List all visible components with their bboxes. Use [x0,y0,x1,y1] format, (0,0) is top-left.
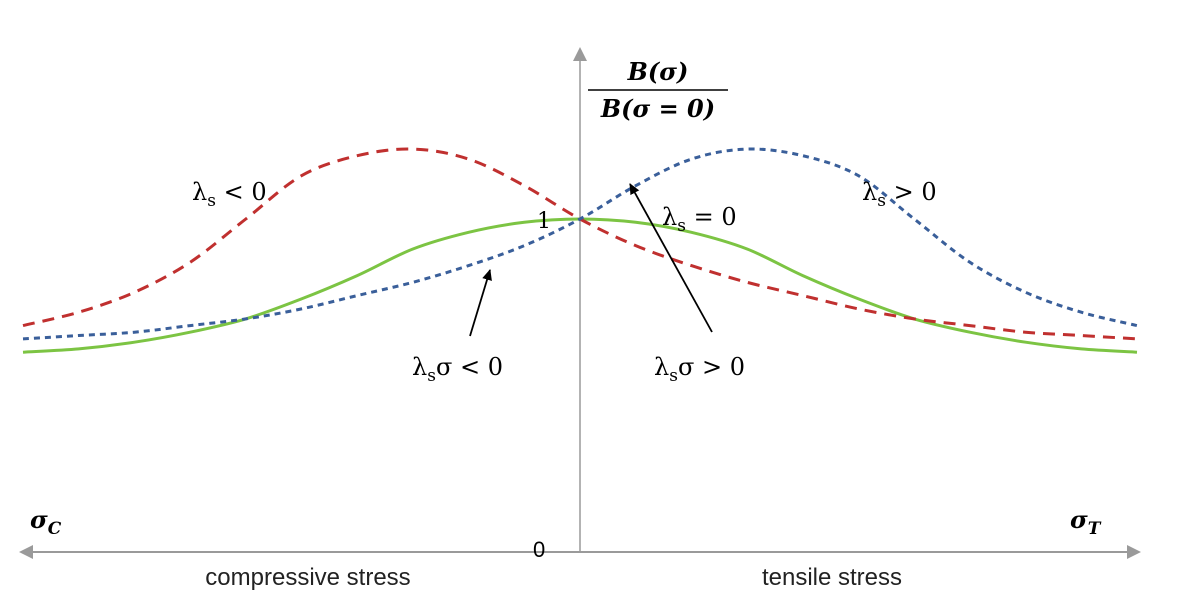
x-right-end-label: σT [1070,505,1102,539]
annotation-arrow-left [469,269,492,337]
series-layer [22,147,1138,354]
tensile-stress-label: tensile stress [762,564,902,591]
series-label-positive: λs > 0 [862,178,937,211]
series-line-lambda-positive [22,147,1138,341]
series-label-zero: λs = 0 [662,203,737,236]
series-label-negative: λs < 0 [192,178,267,211]
annotation-tensile: λsσ > 0 [654,353,745,386]
x-left-end-label: σC [30,505,62,539]
tick-label-origin: 0 [533,537,545,562]
annotation-compressive: λsσ < 0 [412,353,503,386]
tick-label-one: 1 [537,209,551,234]
y-axis-label: B(σ) B(σ = 0) [588,57,728,123]
series-line-lambda-negative [22,147,1138,341]
y-label-denominator: B(σ = 0) [600,94,715,123]
compressive-stress-label: compressive stress [205,564,410,591]
y-label-numerator: B(σ) [627,57,689,86]
annotation-arrow-right [629,183,713,333]
